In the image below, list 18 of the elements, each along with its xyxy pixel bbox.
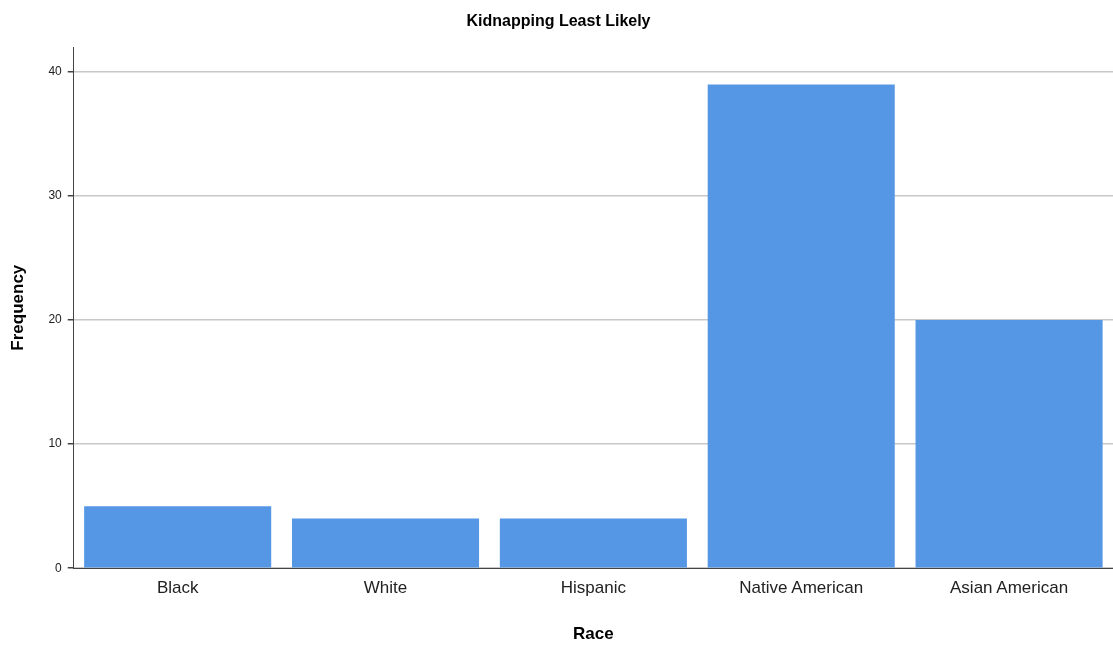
y-axis-title: Frequency xyxy=(7,264,27,351)
y-tick-label: 20 xyxy=(48,312,63,327)
x-tick-label: Black xyxy=(156,578,199,598)
chart-title: Kidnapping Least Likely xyxy=(466,12,651,30)
x-tick-label: Hispanic xyxy=(560,578,627,598)
x-axis-title: Race xyxy=(573,624,614,644)
y-tick-label: 0 xyxy=(55,560,63,575)
x-tick-label: Asian American xyxy=(950,578,1069,598)
y-tick-label: 40 xyxy=(48,64,63,79)
y-tick-label: 10 xyxy=(48,436,63,451)
x-tick-label: Native American xyxy=(739,578,864,598)
bar xyxy=(915,320,1103,568)
bar xyxy=(499,518,687,568)
bar xyxy=(291,518,480,568)
bar xyxy=(84,506,272,568)
x-tick-label: White xyxy=(363,578,408,598)
bar xyxy=(707,84,895,568)
y-tick-label: 30 xyxy=(48,188,63,203)
